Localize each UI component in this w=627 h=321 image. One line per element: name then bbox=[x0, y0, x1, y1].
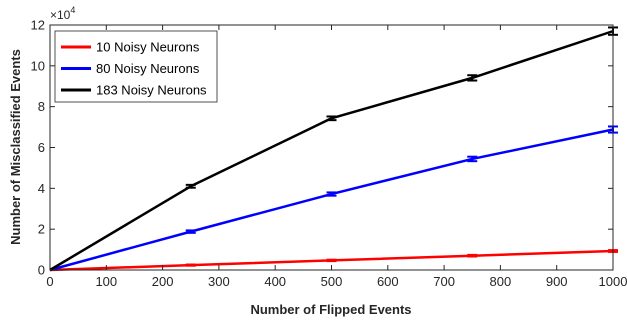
error-bar bbox=[185, 183, 196, 189]
error-bar bbox=[467, 253, 478, 258]
x-tick-label: 100 bbox=[95, 274, 117, 289]
legend-label-1: 10 Noisy Neurons bbox=[96, 40, 200, 55]
x-tick-label: 800 bbox=[490, 274, 512, 289]
y-tick-label: 6 bbox=[38, 140, 45, 155]
legend-label-2: 80 Noisy Neurons bbox=[96, 61, 200, 76]
y-exponent-base: ×10 bbox=[50, 8, 71, 22]
y-axis-exponent: ×104 bbox=[50, 5, 75, 22]
error-bar bbox=[467, 74, 478, 82]
legend-label-3: 183 Noisy Neurons bbox=[96, 83, 207, 98]
y-tick-label: 0 bbox=[38, 263, 45, 278]
y-tick-label: 12 bbox=[31, 18, 45, 33]
y-tick-label: 10 bbox=[31, 58, 45, 73]
legend: 10 Noisy Neurons 80 Noisy Neurons 183 Nois… bbox=[54, 30, 218, 103]
x-tick-label: 500 bbox=[321, 274, 343, 289]
x-tick-label: 900 bbox=[546, 274, 568, 289]
x-axis-label: Number of Flipped Events bbox=[250, 302, 411, 317]
y-axis-label: Number of Misclassified Events bbox=[8, 49, 23, 245]
series-layer bbox=[49, 26, 618, 272]
y-exponent-power: 4 bbox=[70, 5, 75, 15]
y-tick-label: 2 bbox=[38, 222, 45, 237]
error-bar bbox=[185, 263, 196, 267]
error-bar bbox=[326, 258, 337, 263]
error-bar bbox=[326, 115, 337, 122]
x-tick-label: 1000 bbox=[599, 274, 627, 289]
x-tick-label: 700 bbox=[433, 274, 455, 289]
error-bar bbox=[467, 155, 478, 163]
x-tick-label: 200 bbox=[152, 274, 174, 289]
x-tick-label: 300 bbox=[208, 274, 230, 289]
x-axis-ticks: 0 100 200 300 400 500 600 700 800 900 1000 bbox=[46, 25, 627, 289]
error-bar bbox=[185, 229, 196, 234]
y-tick-label: 4 bbox=[38, 181, 45, 196]
y-axis-ticks: 0 2 4 6 8 10 12 bbox=[31, 18, 613, 278]
x-tick-label: 400 bbox=[264, 274, 286, 289]
error-bar bbox=[326, 191, 337, 197]
y-tick-label: 8 bbox=[38, 99, 45, 114]
x-tick-label: 600 bbox=[377, 274, 399, 289]
x-tick-label: 0 bbox=[46, 274, 53, 289]
